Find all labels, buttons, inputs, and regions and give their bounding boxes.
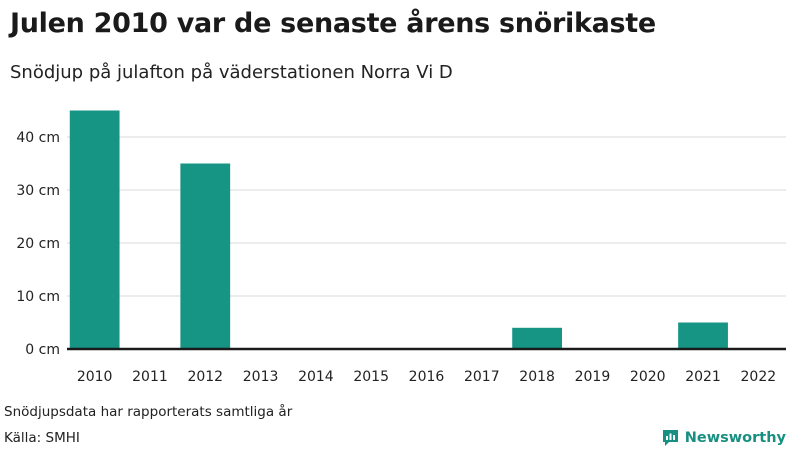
x-tick-label: 2010 — [77, 369, 113, 385]
x-tick-label: 2022 — [741, 369, 777, 385]
x-tick-label: 2013 — [243, 369, 279, 385]
x-tick-label: 2017 — [464, 369, 500, 385]
x-tick-label: 2011 — [132, 369, 168, 385]
chart-title: Julen 2010 var de senaste årens snörikas… — [10, 8, 656, 39]
bar — [512, 327, 563, 349]
y-tick-label: 10 cm — [16, 289, 60, 305]
newsworthy-logo-icon — [662, 430, 678, 446]
x-tick-label: 2021 — [685, 369, 721, 385]
x-tick-label: 2012 — [187, 369, 223, 385]
brand-logo: Newsworthy — [661, 428, 786, 447]
y-tick-label: 40 cm — [16, 130, 60, 146]
source-note: Källa: SMHI — [4, 430, 80, 446]
brand-name: Newsworthy — [684, 429, 786, 446]
x-tick-label: 2015 — [353, 369, 389, 385]
y-tick-label: 20 cm — [16, 236, 60, 252]
y-tick-label: 30 cm — [16, 183, 60, 199]
x-tick-label: 2020 — [630, 369, 666, 385]
footnote: Snödjupsdata har rapporterats samtliga å… — [4, 404, 293, 420]
y-tick-label: 0 cm — [25, 342, 60, 358]
x-tick-label: 2019 — [575, 369, 611, 385]
x-tick-label: 2018 — [519, 369, 555, 385]
bar-chart: 0 cm 10 cm 20 cm 30 cm 40 cm 2010 2011 2012 2013… — [16, 110, 786, 385]
chart-subtitle: Snödjup på julafton på väderstationen No… — [10, 62, 453, 83]
bar — [678, 322, 728, 349]
x-tick-label: 2014 — [298, 369, 334, 385]
bar — [180, 163, 231, 349]
x-tick-label: 2016 — [409, 369, 445, 385]
bar — [69, 110, 120, 349]
